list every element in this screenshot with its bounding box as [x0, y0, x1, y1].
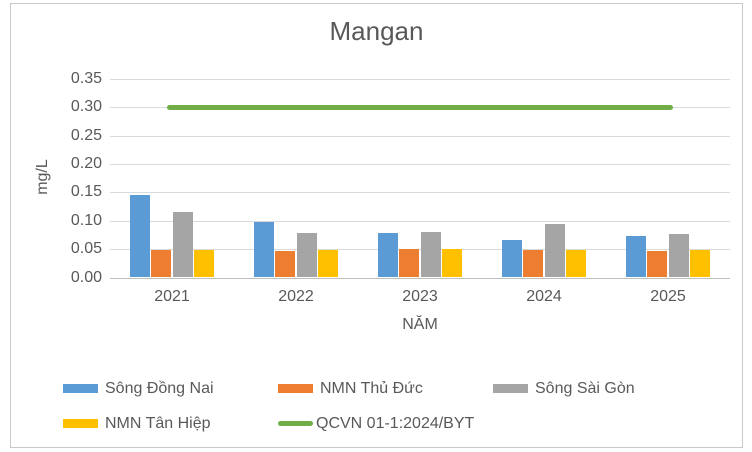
chart-title: Mangan — [329, 16, 424, 46]
bar-Sông Đồng Nai — [253, 222, 274, 278]
bar-Sông Sài Gòn — [296, 233, 317, 278]
gridline-0.25 — [110, 135, 730, 137]
y-tick-label: 0.30 — [70, 98, 102, 116]
x-tick-label: 2022 — [278, 288, 314, 305]
legend-label: NMN Tân Hiệp — [105, 415, 211, 432]
x-tick-label: 2024 — [526, 288, 562, 305]
y-tick-label: 0.05 — [70, 240, 102, 258]
legend-swatch-NMN Thủ Đức — [278, 384, 313, 393]
y-tick-label: 0.10 — [70, 211, 102, 229]
gridline-0.05 — [110, 249, 730, 251]
bar-NMN Thủ Đức — [151, 249, 172, 278]
bar-NMN Thủ Đức — [399, 249, 420, 278]
gridline-0.15 — [110, 192, 730, 194]
y-tick-label: 0.15 — [70, 183, 102, 201]
x-tick-label: 2021 — [154, 288, 190, 305]
bar-Sông Đồng Nai — [129, 195, 150, 278]
legend-label: Sông Sài Gòn — [535, 380, 635, 397]
gridline-0.20 — [110, 164, 730, 166]
legend-label: NMN Thủ Đức — [320, 380, 423, 397]
bar-NMN Tân Hiệp — [690, 250, 711, 278]
x-axis-line — [110, 277, 730, 279]
y-tick-label: 0.25 — [70, 126, 102, 144]
bar-Sông Đồng Nai — [377, 232, 398, 278]
legend-label: QCVN 01-1:2024/BYT — [316, 415, 475, 432]
gridline-0.10 — [110, 220, 730, 222]
x-tick-label: 2023 — [402, 288, 438, 305]
gridline-0.35 — [110, 79, 730, 80]
legend-swatch-NMN Tân Hiệp — [63, 419, 98, 428]
bar-NMN Tân Hiệp — [442, 248, 463, 278]
bar-NMN Thủ Đức — [523, 250, 544, 278]
limit-line-QCVN 01-1:2024/BYT — [167, 104, 673, 110]
bar-Sông Sài Gòn — [172, 212, 193, 278]
y-tick-label: 0.20 — [70, 155, 102, 173]
y-tick-label: 0.35 — [70, 70, 102, 87]
bar-NMN Tân Hiệp — [318, 250, 339, 278]
bar-NMN Thủ Đức — [647, 251, 668, 278]
bar-NMN Tân Hiệp — [566, 249, 587, 278]
x-tick-label: 2025 — [650, 288, 686, 305]
legend-swatch-Sông Đồng Nai — [63, 384, 98, 393]
bar-Sông Sài Gòn — [668, 233, 689, 278]
bar-Sông Sài Gòn — [420, 232, 441, 278]
legend-line-swatch-QCVN 01-1:2024/BYT — [278, 421, 313, 426]
legend-label: Sông Đồng Nai — [105, 380, 214, 397]
legend-swatch-Sông Sài Gòn — [493, 384, 528, 393]
bar-NMN Thủ Đức — [275, 250, 296, 278]
bar-Sông Đồng Nai — [501, 240, 522, 278]
bar-Sông Đồng Nai — [625, 236, 646, 278]
y-tick-label: 0.00 — [70, 268, 102, 286]
bar-Sông Sài Gòn — [544, 224, 565, 278]
bar-NMN Tân Hiệp — [194, 249, 215, 278]
x-axis-title: NĂM — [402, 316, 438, 333]
